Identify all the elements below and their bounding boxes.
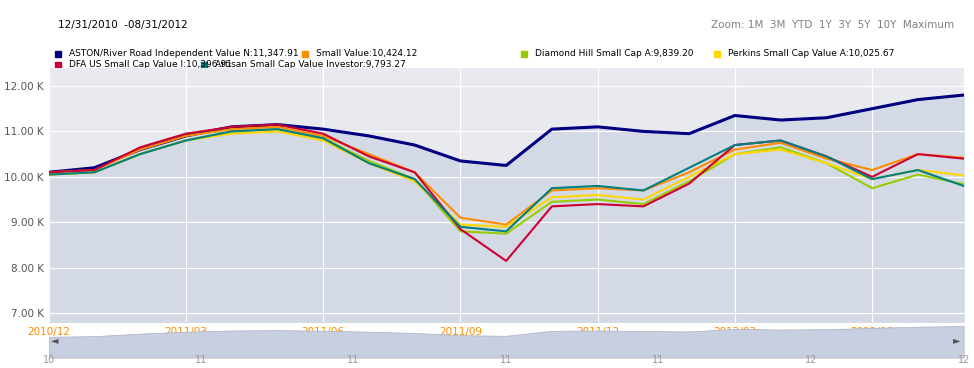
Text: 11: 11 [347, 355, 359, 365]
Text: ◄: ◄ [52, 335, 58, 345]
Text: Artisan Small Cap Value Investor:9,793.27: Artisan Small Cap Value Investor:9,793.2… [215, 60, 406, 69]
Text: ►: ► [954, 335, 961, 345]
Text: 11: 11 [500, 355, 512, 365]
Text: 12: 12 [805, 355, 817, 365]
Text: ASTON/River Road Independent Value N:11,347.91: ASTON/River Road Independent Value N:11,… [69, 49, 298, 58]
Text: 11: 11 [195, 355, 207, 365]
Text: 12/31/2010  -08/31/2012: 12/31/2010 -08/31/2012 [57, 20, 188, 30]
Text: Small Value:10,424.12: Small Value:10,424.12 [316, 49, 417, 58]
Text: Perkins Small Cap Value A:10,025.67: Perkins Small Cap Value A:10,025.67 [728, 49, 894, 58]
Text: 10: 10 [43, 355, 55, 365]
Text: Zoom: 1M  3M  YTD  1Y  3Y  5Y  10Y  Maximum: Zoom: 1M 3M YTD 1Y 3Y 5Y 10Y Maximum [711, 20, 955, 30]
Text: Diamond Hill Small Cap A:9,839.20: Diamond Hill Small Cap A:9,839.20 [536, 49, 693, 58]
Text: DFA US Small Cap Value I:10,396.91: DFA US Small Cap Value I:10,396.91 [69, 60, 232, 69]
Text: 12: 12 [957, 355, 970, 365]
Text: 11: 11 [653, 355, 664, 365]
